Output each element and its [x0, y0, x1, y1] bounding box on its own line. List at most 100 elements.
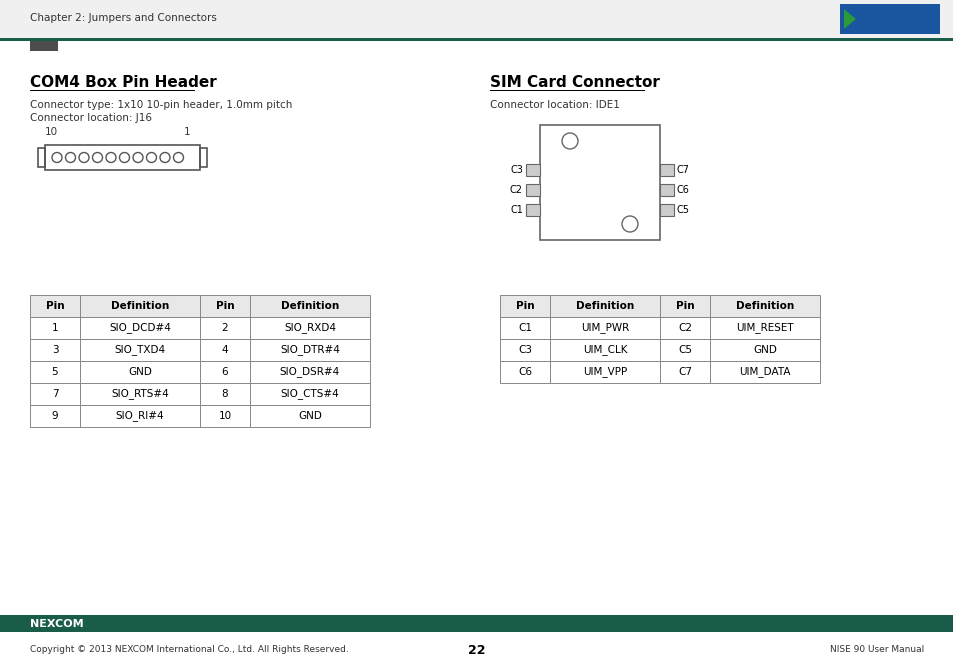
- Circle shape: [106, 153, 116, 163]
- Text: Definition: Definition: [576, 301, 634, 311]
- Text: SIO_RTS#4: SIO_RTS#4: [111, 388, 169, 399]
- Circle shape: [66, 153, 75, 163]
- Text: 22: 22: [468, 644, 485, 657]
- Text: SIO_RXD4: SIO_RXD4: [284, 323, 335, 333]
- Text: C6: C6: [677, 185, 689, 195]
- Bar: [709, 339, 820, 361]
- Bar: [659, 295, 709, 317]
- Circle shape: [52, 153, 62, 163]
- Bar: [200, 405, 250, 427]
- Bar: [924, 624, 928, 628]
- Bar: [550, 295, 659, 317]
- Text: UIM_PWR: UIM_PWR: [580, 323, 628, 333]
- Circle shape: [621, 216, 638, 232]
- Bar: [30, 383, 80, 405]
- Bar: [919, 619, 923, 623]
- Bar: [709, 361, 820, 383]
- Bar: [499, 295, 550, 317]
- Text: C5: C5: [678, 345, 691, 355]
- Text: 7: 7: [51, 389, 58, 399]
- Circle shape: [119, 153, 130, 163]
- Bar: [490, 90, 644, 91]
- Text: 5: 5: [51, 367, 58, 377]
- Bar: [924, 619, 928, 623]
- Text: UIM_CLK: UIM_CLK: [582, 345, 626, 355]
- Bar: [659, 184, 673, 196]
- Bar: [525, 184, 539, 196]
- Bar: [919, 624, 923, 628]
- Text: UIM_RESET: UIM_RESET: [736, 323, 793, 333]
- Bar: [539, 125, 659, 240]
- Bar: [659, 361, 709, 383]
- Bar: [0, 632, 953, 672]
- Circle shape: [79, 153, 89, 163]
- Bar: [200, 361, 250, 383]
- Text: Chapter 2: Jumpers and Connectors: Chapter 2: Jumpers and Connectors: [30, 13, 216, 23]
- Text: NEXCOM: NEXCOM: [30, 619, 84, 629]
- Text: NE: NE: [866, 11, 889, 26]
- Text: Connector location: J16: Connector location: J16: [30, 113, 152, 123]
- Bar: [840, 4, 939, 34]
- Text: X: X: [890, 11, 902, 26]
- Bar: [499, 317, 550, 339]
- Bar: [38, 148, 45, 167]
- Text: C7: C7: [677, 165, 689, 175]
- Text: Definition: Definition: [735, 301, 793, 311]
- Bar: [30, 90, 194, 91]
- Bar: [250, 339, 370, 361]
- Text: GND: GND: [752, 345, 776, 355]
- Bar: [550, 361, 659, 383]
- Text: 8: 8: [221, 389, 228, 399]
- Text: Pin: Pin: [675, 301, 694, 311]
- Bar: [550, 339, 659, 361]
- Text: 2: 2: [221, 323, 228, 333]
- Text: Copyright © 2013 NEXCOM International Co., Ltd. All Rights Reserved.: Copyright © 2013 NEXCOM International Co…: [30, 646, 349, 655]
- Bar: [45, 145, 200, 170]
- Text: Pin: Pin: [516, 301, 534, 311]
- Bar: [499, 361, 550, 383]
- Text: C1: C1: [517, 323, 532, 333]
- Bar: [250, 383, 370, 405]
- Bar: [30, 405, 80, 427]
- Text: SIO_CTS#4: SIO_CTS#4: [280, 388, 339, 399]
- Bar: [250, 405, 370, 427]
- Text: SIM Card Connector: SIM Card Connector: [490, 75, 659, 90]
- Bar: [250, 361, 370, 383]
- Bar: [80, 295, 200, 317]
- Text: Pin: Pin: [46, 301, 64, 311]
- Text: Connector location: IDE1: Connector location: IDE1: [490, 100, 619, 110]
- Bar: [200, 339, 250, 361]
- Text: SIO_DTR#4: SIO_DTR#4: [280, 345, 339, 355]
- Text: C1: C1: [510, 205, 522, 215]
- Bar: [0, 0, 953, 38]
- Bar: [0, 38, 953, 40]
- Bar: [30, 361, 80, 383]
- Text: 1: 1: [183, 127, 190, 137]
- Text: 3: 3: [51, 345, 58, 355]
- Text: NISE 90 User Manual: NISE 90 User Manual: [829, 646, 923, 655]
- Circle shape: [92, 153, 102, 163]
- Text: C2: C2: [510, 185, 522, 195]
- Bar: [659, 204, 673, 216]
- Text: SIO_TXD4: SIO_TXD4: [114, 345, 166, 355]
- Text: C5: C5: [677, 205, 689, 215]
- Bar: [30, 295, 80, 317]
- Text: SIO_RI#4: SIO_RI#4: [115, 411, 164, 421]
- Bar: [0, 616, 953, 632]
- Text: SIO_DCD#4: SIO_DCD#4: [109, 323, 171, 333]
- Text: 10: 10: [218, 411, 232, 421]
- Bar: [80, 405, 200, 427]
- Text: C3: C3: [510, 165, 522, 175]
- Text: 9: 9: [51, 411, 58, 421]
- Bar: [709, 317, 820, 339]
- Text: 4: 4: [221, 345, 228, 355]
- Bar: [200, 317, 250, 339]
- Text: C2: C2: [678, 323, 691, 333]
- Bar: [80, 361, 200, 383]
- Bar: [30, 41, 58, 51]
- Text: 10: 10: [45, 127, 58, 137]
- Bar: [250, 295, 370, 317]
- Text: GND: GND: [128, 367, 152, 377]
- Bar: [80, 339, 200, 361]
- Text: C7: C7: [678, 367, 691, 377]
